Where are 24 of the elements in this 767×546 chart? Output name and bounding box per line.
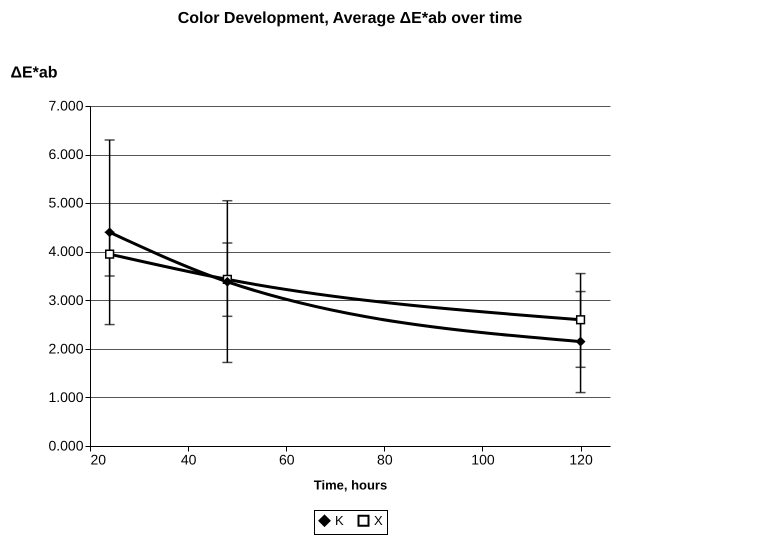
y-tick-label: 4.000: [48, 243, 84, 260]
point: [576, 336, 586, 346]
legend-label: K: [335, 512, 344, 528]
x-tick-label: 20: [90, 452, 106, 468]
legend-label: X: [374, 512, 383, 528]
point: [576, 315, 586, 324]
point: [105, 250, 114, 259]
y-tick-label: 3.000: [48, 292, 84, 308]
y-axis-title: ΔE*ab: [10, 64, 58, 82]
x-tick-label: 40: [180, 452, 197, 468]
y-tick-label: 2.000: [48, 340, 84, 356]
y-tick-label: 5.000: [48, 194, 84, 211]
y-tick-label: 6.000: [48, 146, 84, 162]
x-tick-label: 100: [471, 452, 495, 468]
x-axis-title: Time, hours: [314, 478, 388, 492]
chart-title: Color Development, Average ΔE*ab over time: [178, 10, 522, 27]
point: [222, 277, 232, 286]
x-tick-label: 80: [377, 452, 393, 468]
point: [105, 228, 114, 237]
x-tick-label: 120: [569, 452, 593, 468]
y-tick-label: 1.000: [48, 388, 84, 405]
x-tick-label: 60: [278, 452, 295, 468]
y-tick-label: 0.000: [48, 438, 84, 454]
y-tick-label: 7.000: [48, 98, 84, 114]
